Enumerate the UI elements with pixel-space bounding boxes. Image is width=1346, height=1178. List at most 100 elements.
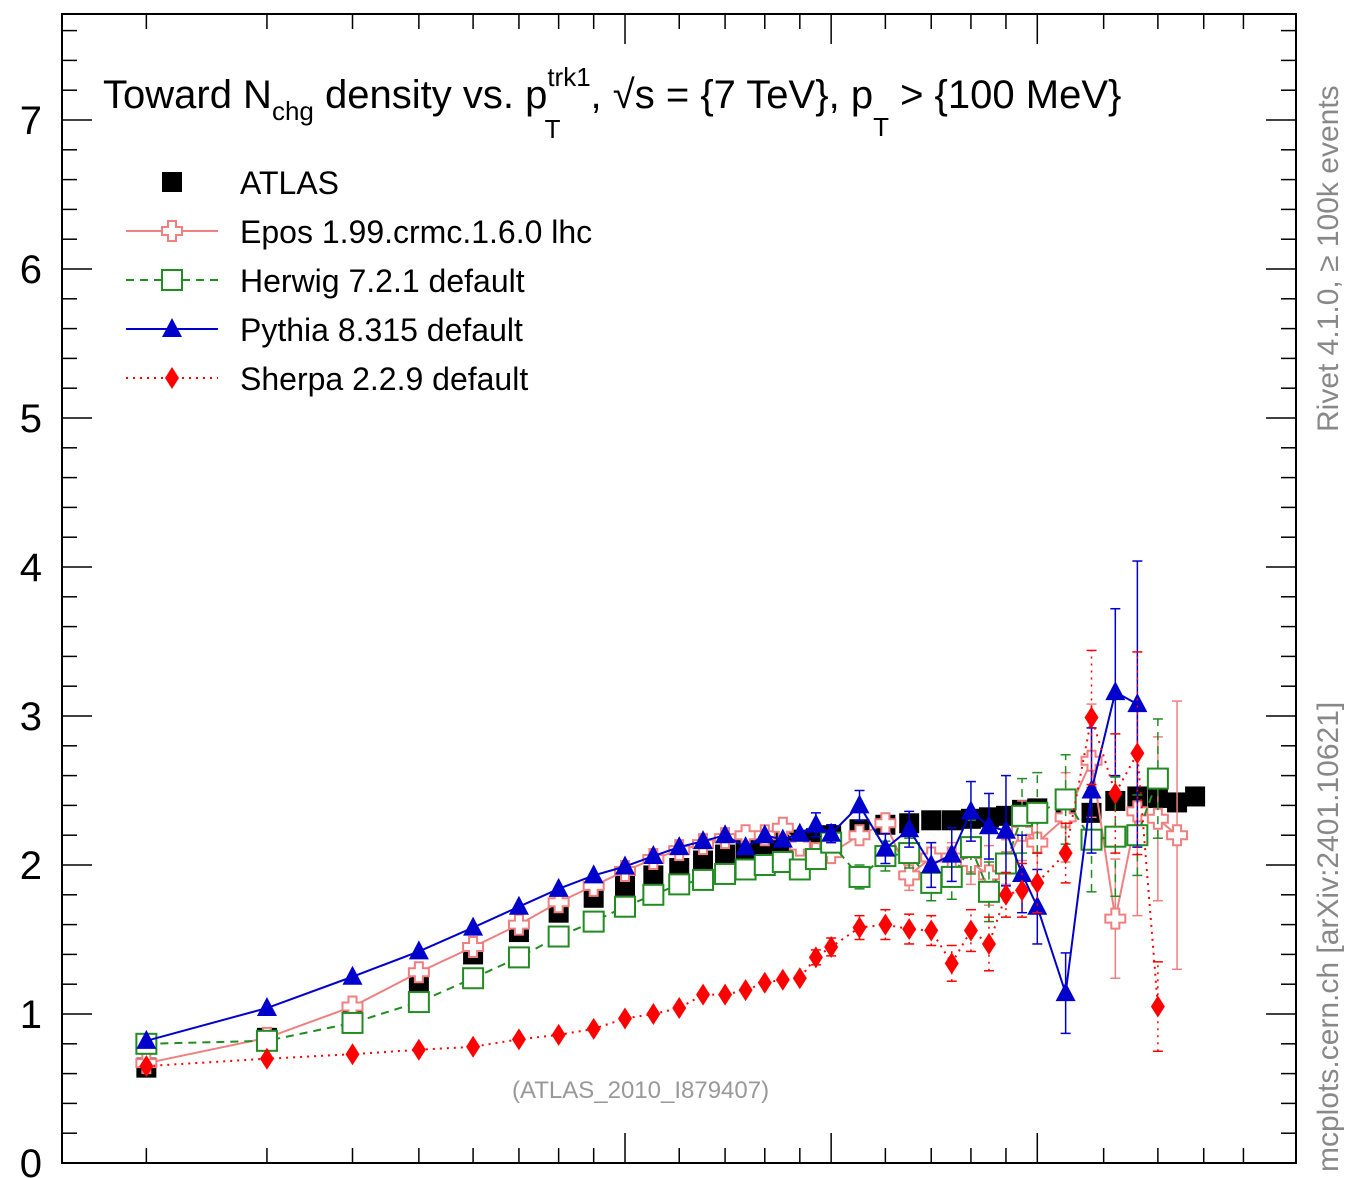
data-point <box>547 925 570 948</box>
data-point <box>1058 842 1073 865</box>
data-point <box>668 873 691 896</box>
y-tick-label: 1 <box>20 993 42 1037</box>
data-point <box>898 864 921 887</box>
y-tick-label: 4 <box>20 546 42 590</box>
data-point <box>342 965 363 985</box>
data-point <box>981 932 996 955</box>
data-point <box>508 895 529 915</box>
title-sub-2: T <box>545 114 561 144</box>
y-axis-tick-labels: 0 1 2 3 4 5 6 7 <box>20 99 42 1178</box>
data-point <box>718 983 733 1006</box>
data-point <box>139 1055 154 1078</box>
data-point <box>921 854 942 873</box>
data-point <box>772 828 793 848</box>
data-point <box>941 810 962 831</box>
data-point <box>136 1029 157 1049</box>
title-part-4: > {100 MeV} <box>889 73 1121 117</box>
data-point <box>941 843 962 863</box>
data-point <box>696 983 711 1006</box>
legend-marker <box>161 220 183 242</box>
data-point <box>643 845 664 865</box>
data-point <box>963 919 978 942</box>
analysis-tag: (ATLAS_2010_I879407) <box>512 1077 770 1104</box>
data-point <box>672 997 687 1020</box>
series-line <box>146 717 1159 1068</box>
axis-ticks <box>62 14 1296 1164</box>
legend-label: Sherpa 2.2.9 default <box>240 361 528 397</box>
data-point <box>1084 706 1099 729</box>
data-point <box>804 848 827 871</box>
data-point <box>848 824 871 847</box>
y-tick-label: 5 <box>20 397 42 441</box>
data-point <box>643 865 664 886</box>
data-point <box>669 836 690 856</box>
data-point <box>714 862 737 885</box>
legend-marker <box>162 172 182 192</box>
data-point <box>462 967 485 990</box>
data-point <box>466 1035 481 1058</box>
data-point <box>1105 681 1126 701</box>
data-point <box>1015 879 1030 902</box>
legend-label: Herwig 7.2.1 default <box>240 263 525 299</box>
data-point <box>407 991 430 1014</box>
data-point <box>614 895 637 918</box>
data-point <box>1026 801 1049 824</box>
data-series <box>135 560 1206 1078</box>
rivet-version-label: Rivet 4.1.0, ≥ 100k events <box>1312 85 1345 432</box>
data-point <box>256 997 277 1017</box>
data-point <box>1166 824 1189 847</box>
data-point <box>646 1003 661 1025</box>
data-point <box>582 910 605 933</box>
data-point <box>259 1047 274 1070</box>
data-point <box>735 836 756 856</box>
data-point <box>1130 742 1145 765</box>
data-point <box>407 961 430 984</box>
data-point <box>849 794 870 814</box>
chart-title: Toward Nchg density vs. ptrk1 T, √s = {7 … <box>103 62 1121 144</box>
data-point <box>757 971 772 994</box>
data-point <box>875 837 896 857</box>
data-point <box>978 815 999 835</box>
legend: ATLAS Epos 1.99.crmc.1.6.0 lhc Herwig 7.2.… <box>126 165 592 397</box>
data-point <box>1104 907 1127 930</box>
data-point <box>852 916 867 939</box>
data-point <box>1030 871 1045 894</box>
data-point <box>734 858 757 881</box>
data-point <box>1012 862 1033 882</box>
data-point <box>899 818 920 838</box>
data-point <box>1146 767 1169 790</box>
data-point <box>715 844 736 865</box>
legend-marker <box>162 318 182 337</box>
data-point <box>924 919 939 942</box>
title-sub-1: chg <box>272 96 314 126</box>
data-point <box>1055 982 1076 1002</box>
legend-label: Pythia 8.315 default <box>240 312 523 348</box>
data-point <box>642 883 665 906</box>
y-tick-label: 3 <box>20 695 42 739</box>
legend-label: Epos 1.99.crmc.1.6.0 lhc <box>240 214 592 250</box>
data-point <box>792 967 807 990</box>
title-sup: trk1 <box>547 62 590 92</box>
data-point <box>998 883 1013 906</box>
data-point <box>511 1028 526 1051</box>
data-point <box>1150 995 1165 1018</box>
title-part-1: Toward N <box>103 73 272 117</box>
data-point <box>669 857 690 878</box>
data-point <box>921 810 942 831</box>
data-point <box>902 918 917 941</box>
data-point <box>1127 693 1148 713</box>
data-point <box>693 850 714 871</box>
title-sub-3: T <box>873 112 889 142</box>
legend-marker <box>165 367 179 389</box>
data-point <box>345 1043 360 1066</box>
data-point <box>408 940 429 960</box>
series-2 <box>135 718 1169 1055</box>
series-4 <box>139 649 1165 1078</box>
data-point <box>821 822 842 842</box>
legend-marker <box>161 269 183 291</box>
data-point <box>341 1011 364 1034</box>
mcplots-credit-label: mcplots.cern.ch [arXiv:2401.10621] <box>1312 701 1345 1172</box>
data-point <box>615 855 636 875</box>
data-point <box>1054 806 1077 829</box>
